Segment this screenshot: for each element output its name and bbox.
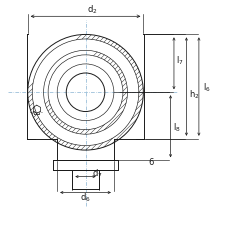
Text: l$_6$: l$_6$	[202, 81, 210, 93]
Text: 6: 6	[148, 157, 153, 166]
Text: d$_2$: d$_2$	[87, 4, 97, 16]
Text: d$_6$: d$_6$	[80, 191, 90, 203]
Text: d$_7$: d$_7$	[91, 167, 102, 180]
Text: h$_2$: h$_2$	[188, 88, 198, 100]
Text: l$_8$: l$_8$	[172, 120, 180, 133]
Text: l$_7$: l$_7$	[175, 55, 183, 67]
